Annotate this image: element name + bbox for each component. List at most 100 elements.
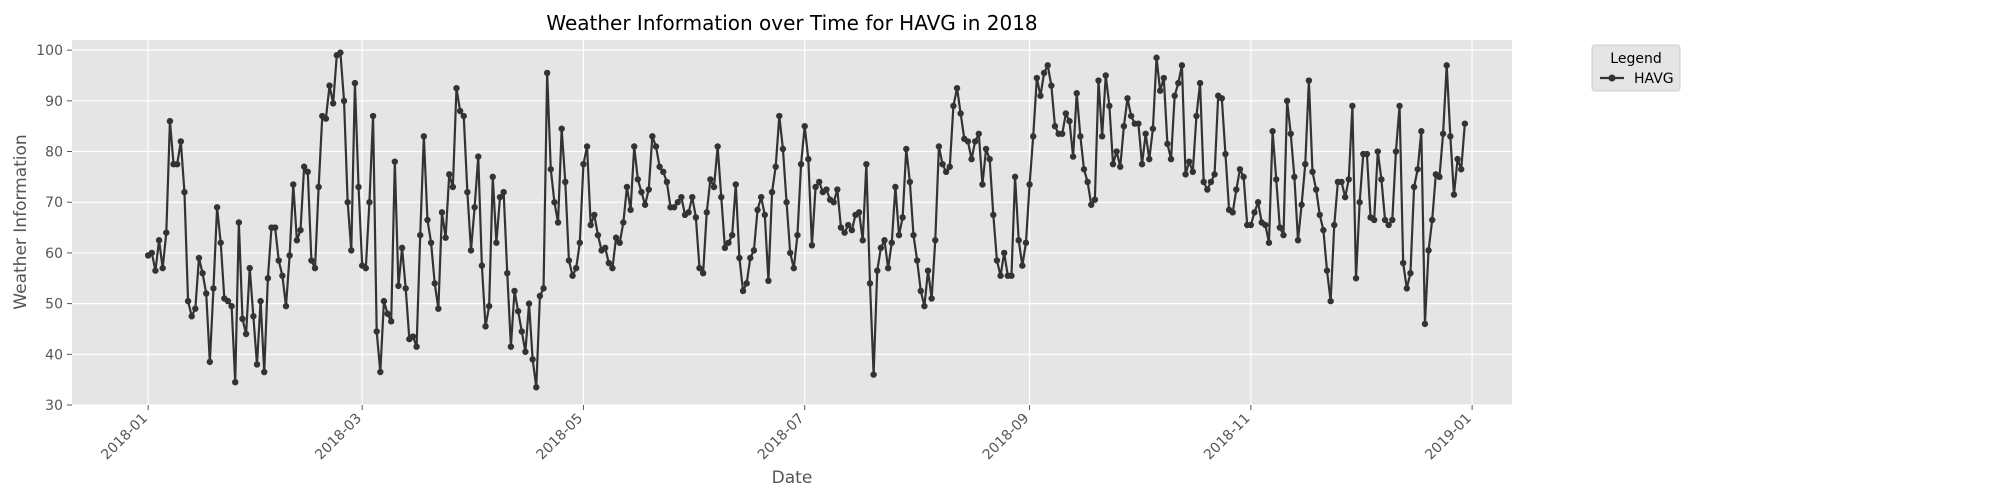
data-point xyxy=(786,249,794,257)
data-point xyxy=(1436,173,1443,181)
data-point xyxy=(1233,186,1240,193)
data-point xyxy=(485,302,493,310)
data-point xyxy=(772,163,779,170)
data-point xyxy=(699,269,707,277)
data-point xyxy=(232,378,239,386)
data-point xyxy=(986,155,993,163)
y-tick-label: 70 xyxy=(45,195,63,211)
data-point xyxy=(213,204,221,211)
data-point xyxy=(939,161,946,168)
series-line-havg xyxy=(147,51,1466,389)
data-point xyxy=(979,181,986,188)
data-point xyxy=(1265,239,1273,246)
data-point xyxy=(660,168,667,176)
data-point xyxy=(845,221,852,229)
data-point xyxy=(910,231,917,239)
data-point xyxy=(721,244,729,252)
data-point xyxy=(1109,161,1117,168)
data-point xyxy=(964,138,972,145)
legend-marker-swatch xyxy=(1608,74,1616,82)
data-point xyxy=(1418,128,1425,135)
data-point xyxy=(475,153,482,160)
y-axis-label: Weather Information xyxy=(11,134,31,309)
data-point xyxy=(1164,140,1171,148)
data-point xyxy=(957,110,964,117)
data-point xyxy=(1211,171,1218,178)
data-point xyxy=(1276,224,1284,231)
data-point xyxy=(282,302,290,310)
data-point xyxy=(355,183,362,191)
data-point xyxy=(1352,275,1360,282)
data-point xyxy=(395,282,402,290)
data-point xyxy=(892,183,899,191)
data-point xyxy=(1156,87,1164,94)
data-point xyxy=(1240,173,1247,181)
data-point xyxy=(736,254,743,262)
data-point xyxy=(990,211,997,219)
data-point xyxy=(1117,163,1124,170)
y-tick-label: 100 xyxy=(36,43,63,59)
data-point xyxy=(870,371,877,378)
data-point xyxy=(1189,168,1197,176)
data-point xyxy=(1291,173,1298,181)
y-tick-label: 50 xyxy=(45,297,63,313)
data-point xyxy=(1106,102,1113,110)
data-point xyxy=(1026,181,1033,188)
data-point xyxy=(1236,166,1244,173)
data-point xyxy=(446,171,453,178)
data-point xyxy=(279,272,286,279)
data-point xyxy=(478,262,486,269)
data-point xyxy=(631,143,638,150)
data-point xyxy=(409,333,417,340)
data-point xyxy=(1262,221,1269,229)
data-point xyxy=(242,330,250,338)
data-point xyxy=(166,117,174,125)
data-point xyxy=(286,252,293,259)
x-tick-label: 2018-05 xyxy=(534,411,587,464)
data-point xyxy=(257,297,264,305)
data-point xyxy=(685,209,692,216)
data-point xyxy=(326,82,333,89)
data-point xyxy=(670,204,678,211)
data-point xyxy=(968,155,975,163)
data-point xyxy=(1414,166,1421,173)
data-point xyxy=(707,176,714,183)
data-point xyxy=(308,257,315,264)
data-point xyxy=(1175,79,1182,87)
data-point xyxy=(1450,191,1458,198)
data-point xyxy=(1302,161,1309,168)
data-point xyxy=(340,97,348,105)
data-point xyxy=(1091,196,1099,203)
y-tick-label: 40 xyxy=(45,347,63,363)
data-point xyxy=(1127,112,1135,120)
data-point xyxy=(953,84,961,92)
data-point xyxy=(692,214,700,221)
data-point xyxy=(290,181,297,188)
data-point xyxy=(435,305,442,312)
data-point xyxy=(351,79,359,87)
data-point xyxy=(155,237,163,244)
y-tick-label: 60 xyxy=(45,246,63,262)
data-point xyxy=(1149,125,1157,132)
data-point xyxy=(1345,176,1352,183)
data-point xyxy=(1312,186,1320,193)
data-point xyxy=(297,226,304,234)
data-point xyxy=(841,229,848,236)
data-point xyxy=(453,84,460,92)
data-point xyxy=(177,138,185,145)
data-point xyxy=(761,211,768,219)
data-point xyxy=(1098,133,1106,140)
data-point xyxy=(1443,62,1450,69)
data-point xyxy=(1363,150,1371,158)
data-point xyxy=(710,183,718,191)
data-point xyxy=(1316,211,1323,219)
data-point xyxy=(380,297,388,305)
data-point xyxy=(797,161,805,168)
data-point xyxy=(1073,90,1080,97)
data-point xyxy=(1204,186,1211,193)
data-point xyxy=(1338,178,1345,186)
data-point xyxy=(195,254,203,262)
data-point xyxy=(899,214,906,221)
data-point xyxy=(1454,155,1461,163)
data-point xyxy=(1113,148,1120,155)
